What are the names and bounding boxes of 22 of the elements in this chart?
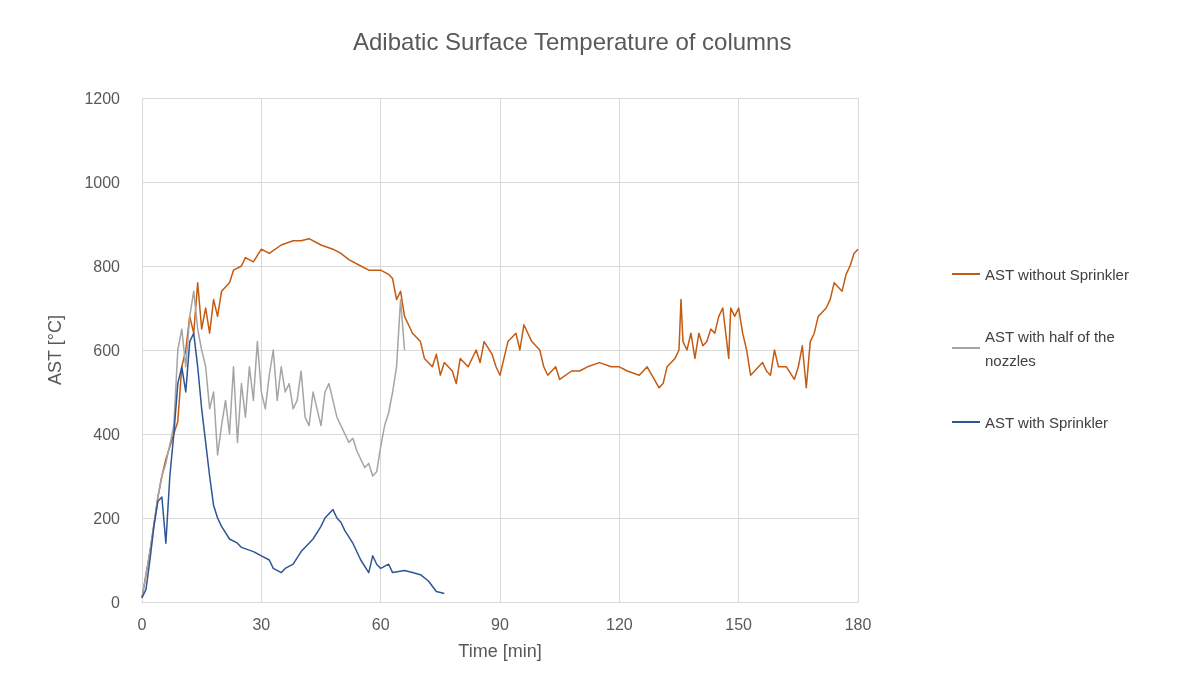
y-axis-title: AST [°C] — [45, 315, 65, 385]
y-tick-label: 200 — [93, 509, 121, 527]
line-series — [141, 332, 446, 599]
line-series — [141, 290, 406, 599]
x-tick-label: 0 — [137, 615, 147, 633]
x-tick-label: 60 — [371, 615, 390, 633]
y-tick-label: 0 — [111, 593, 121, 611]
legend-label: AST with Sprinkler — [985, 413, 1109, 431]
legend-label: AST without Sprinkler — [985, 265, 1129, 283]
y-tick-label: 400 — [93, 425, 121, 443]
x-axis-title: Time [min] — [458, 641, 542, 661]
y-tick-label: 1200 — [84, 89, 121, 107]
x-tick-label: 30 — [252, 615, 271, 633]
y-tick-label: 1000 — [84, 173, 121, 191]
x-tick-label: 150 — [725, 615, 753, 633]
y-tick-label: 800 — [93, 257, 121, 275]
y-tick-label: 600 — [93, 341, 121, 359]
x-tick-label: 90 — [491, 615, 509, 633]
chart-title: Adibatic Surface Temperature of columns — [353, 27, 792, 55]
legend-label: AST with half of the nozzles — [985, 327, 1119, 369]
x-tick-label: 180 — [844, 615, 872, 633]
x-tick-label: 120 — [605, 615, 633, 633]
